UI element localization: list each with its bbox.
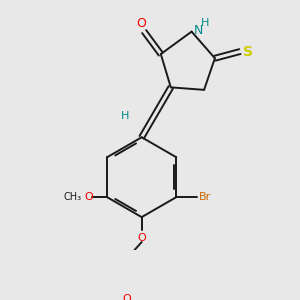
Text: O: O [137, 233, 146, 243]
Text: Br: Br [199, 192, 212, 202]
Text: CH₃: CH₃ [63, 192, 81, 202]
Text: N: N [193, 24, 203, 37]
Text: O: O [122, 294, 131, 300]
Text: O: O [84, 192, 93, 202]
Text: H: H [201, 18, 209, 28]
Text: S: S [243, 45, 253, 58]
Text: H: H [121, 112, 129, 122]
Text: O: O [137, 17, 147, 30]
